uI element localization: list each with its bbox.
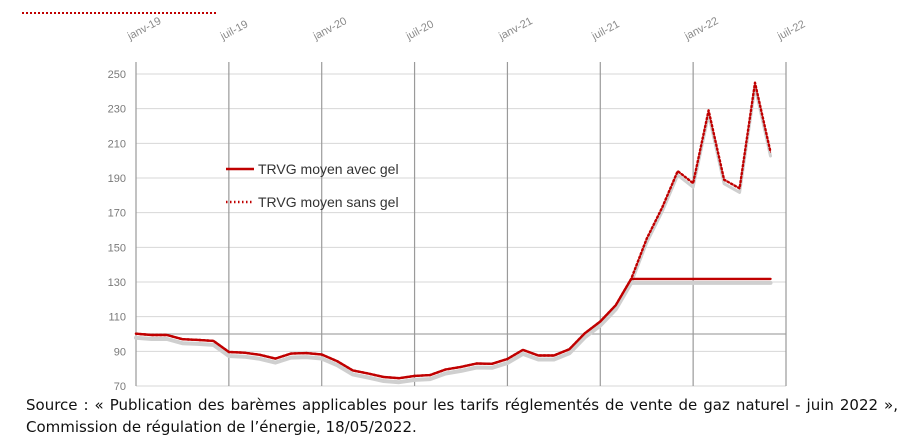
data-point xyxy=(630,278,632,280)
series-shadow-0 xyxy=(134,280,773,385)
data-point xyxy=(723,179,725,181)
y-axis-ticks: 70 90 110 130 150 170 190 210 230 250 xyxy=(108,69,126,392)
y-tick-label: 130 xyxy=(108,277,126,289)
data-point xyxy=(367,372,369,375)
x-tick-label: janv-19 xyxy=(125,15,163,43)
data-point xyxy=(491,363,493,365)
vertical-gridlines xyxy=(135,62,787,386)
data-point xyxy=(537,354,540,357)
data-point xyxy=(754,82,756,84)
legend-label-avec-gel: TRVG moyen avec gel xyxy=(258,161,399,177)
data-point xyxy=(615,304,617,306)
data-point xyxy=(166,334,168,336)
data-point xyxy=(646,278,648,280)
y-tick-label: 150 xyxy=(108,242,126,254)
data-point xyxy=(677,278,679,280)
data-point xyxy=(274,358,276,360)
data-point xyxy=(646,238,648,240)
x-tick-label: janv-22 xyxy=(682,15,720,43)
y-tick-label: 90 xyxy=(114,346,126,358)
data-point xyxy=(475,362,478,365)
data-point xyxy=(522,349,524,351)
y-tick-label: 170 xyxy=(108,208,126,220)
line-chart: 70 90 110 130 150 170 190 210 230 250 janv-19 juil… xyxy=(108,15,808,392)
x-axis-ticks: janv-19 juil-19 janv-20 juil-20 janv-21 juil-… xyxy=(125,15,807,43)
data-point xyxy=(383,376,385,378)
x-tick-label: janv-20 xyxy=(311,15,349,43)
y-tick-label: 70 xyxy=(114,381,126,392)
data-point xyxy=(321,353,323,356)
series-layer xyxy=(134,81,773,385)
data-point xyxy=(290,353,292,355)
dotted-underline-fragment xyxy=(22,12,218,14)
data-point xyxy=(723,278,725,280)
x-tick-label: janv-21 xyxy=(496,15,534,43)
data-point xyxy=(444,368,447,371)
series-line-avec-gel xyxy=(134,277,772,380)
x-tick-label: juil-21 xyxy=(589,18,621,43)
data-point xyxy=(754,278,756,280)
y-tick-label: 190 xyxy=(108,173,126,185)
data-point xyxy=(352,369,354,371)
data-point xyxy=(708,109,710,111)
x-tick-label: juil-19 xyxy=(218,18,250,43)
y-tick-label: 230 xyxy=(108,104,126,116)
y-tick-label: 250 xyxy=(108,69,126,81)
data-point xyxy=(181,338,183,340)
data-point xyxy=(708,278,710,280)
data-point xyxy=(259,354,261,356)
data-point xyxy=(661,278,663,280)
data-point xyxy=(677,170,679,172)
data-point xyxy=(305,352,307,354)
data-point xyxy=(228,351,230,353)
chart-svg: 70 90 110 130 150 170 190 210 230 250 janv-19 juil… xyxy=(108,15,808,392)
legend: TRVG moyen avec gel TRVG moyen sans gel xyxy=(226,161,399,210)
y-tick-label: 110 xyxy=(108,312,126,324)
data-point xyxy=(584,332,586,334)
y-tick-label: 210 xyxy=(108,138,126,150)
data-point xyxy=(243,352,245,354)
data-point xyxy=(398,377,400,379)
horizontal-gridlines xyxy=(136,73,786,387)
data-point xyxy=(739,187,741,189)
legend-label-sans-gel: TRVG moyen sans gel xyxy=(258,194,399,210)
data-point xyxy=(460,366,462,368)
data-point xyxy=(429,374,431,376)
data-point xyxy=(414,375,416,377)
x-tick-label: juil-20 xyxy=(403,18,435,43)
x-tick-label: juil-22 xyxy=(775,18,807,43)
data-point xyxy=(692,182,694,184)
data-point xyxy=(150,334,153,336)
data-point xyxy=(506,358,508,360)
data-point xyxy=(197,339,199,341)
cropped-header-fragment xyxy=(18,0,223,14)
data-point xyxy=(769,278,772,280)
data-point xyxy=(553,354,555,357)
data-point xyxy=(769,151,772,153)
data-point xyxy=(336,360,338,362)
data-point xyxy=(739,278,741,280)
data-point xyxy=(212,340,214,342)
data-point xyxy=(568,348,570,350)
series-shadow-1 xyxy=(134,85,772,384)
data-point xyxy=(599,320,601,323)
data-point xyxy=(661,206,663,209)
data-point xyxy=(135,333,137,335)
data-point xyxy=(692,278,694,280)
source-caption: Source : « Publication des barèmes appli… xyxy=(26,396,898,436)
